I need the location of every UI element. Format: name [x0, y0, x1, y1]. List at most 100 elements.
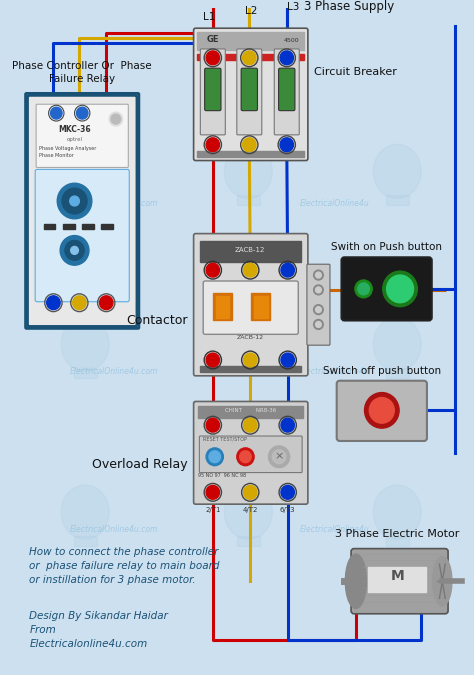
Bar [237, 195, 260, 205]
Circle shape [57, 183, 92, 219]
Circle shape [60, 236, 89, 265]
Text: Swith on Push button: Swith on Push button [331, 242, 442, 252]
Text: GE: GE [207, 35, 219, 44]
Circle shape [358, 283, 369, 295]
Text: Overload Relay: Overload Relay [92, 458, 188, 470]
Bar [386, 368, 409, 378]
Bar [213, 293, 232, 321]
Circle shape [281, 353, 294, 367]
Bar [73, 368, 97, 378]
Text: ElectricalOnline4u.com: ElectricalOnline4u.com [70, 199, 158, 208]
Text: ElectricalOnline4u: ElectricalOnline4u [300, 525, 370, 534]
FancyBboxPatch shape [36, 104, 128, 167]
FancyBboxPatch shape [205, 68, 221, 111]
Circle shape [206, 51, 219, 65]
Circle shape [243, 138, 256, 152]
Circle shape [206, 418, 219, 432]
Text: optrel: optrel [66, 137, 82, 142]
Text: 3 Phase Electric Motor: 3 Phase Electric Motor [335, 529, 459, 539]
Ellipse shape [61, 317, 109, 371]
Circle shape [109, 112, 123, 126]
FancyBboxPatch shape [237, 49, 262, 135]
Circle shape [273, 450, 286, 464]
Text: How to connect the phase controller
or  phase failure relay to main board
or ins: How to connect the phase controller or p… [29, 547, 220, 585]
Text: Phase Monitor: Phase Monitor [39, 153, 74, 157]
Bar [198, 151, 304, 157]
Circle shape [316, 272, 321, 278]
Text: ElectricalOnline4u: ElectricalOnline4u [300, 199, 370, 208]
Circle shape [240, 451, 251, 462]
Text: L1: L1 [203, 12, 216, 22]
Circle shape [73, 296, 86, 310]
Text: RESET TEST/STOP: RESET TEST/STOP [203, 437, 247, 442]
Text: ElectricalOnline4u: ElectricalOnline4u [300, 367, 370, 376]
Circle shape [281, 263, 294, 277]
Text: CHINT        NR8-36: CHINT NR8-36 [225, 408, 276, 413]
Circle shape [355, 280, 372, 298]
Text: Contactor: Contactor [127, 315, 188, 327]
Ellipse shape [61, 139, 109, 194]
Circle shape [365, 393, 399, 428]
Bar [73, 536, 97, 545]
Text: M: M [390, 569, 404, 583]
Ellipse shape [373, 317, 421, 371]
FancyBboxPatch shape [35, 169, 129, 302]
Bar [73, 190, 97, 200]
Circle shape [244, 485, 257, 500]
Circle shape [280, 138, 293, 152]
Text: 6/T3: 6/T3 [280, 507, 295, 513]
Circle shape [206, 138, 219, 152]
Ellipse shape [224, 144, 273, 198]
Text: ×: × [274, 452, 284, 462]
Text: ZACB-12: ZACB-12 [237, 335, 264, 340]
Text: ElectricalOnline4u.com: ElectricalOnline4u.com [70, 525, 158, 534]
Circle shape [209, 451, 220, 462]
Circle shape [65, 240, 84, 261]
FancyBboxPatch shape [241, 68, 257, 111]
FancyBboxPatch shape [337, 381, 427, 441]
FancyBboxPatch shape [341, 257, 432, 321]
Circle shape [316, 287, 321, 293]
Text: Switch off push button: Switch off push button [323, 366, 441, 376]
Text: MKC-36: MKC-36 [58, 125, 91, 134]
Text: 4500: 4500 [284, 38, 300, 43]
Circle shape [100, 296, 113, 310]
Circle shape [268, 446, 290, 468]
Circle shape [314, 304, 323, 315]
Bar [251, 293, 271, 321]
Circle shape [244, 353, 257, 367]
Bar [198, 54, 304, 60]
FancyBboxPatch shape [203, 281, 298, 334]
Circle shape [206, 448, 223, 466]
FancyBboxPatch shape [279, 68, 295, 111]
FancyBboxPatch shape [193, 402, 308, 504]
FancyBboxPatch shape [201, 49, 225, 135]
Circle shape [387, 275, 413, 302]
Circle shape [62, 188, 87, 214]
Circle shape [281, 485, 294, 500]
Bar [386, 536, 409, 545]
Circle shape [244, 418, 257, 432]
Circle shape [316, 321, 321, 327]
Ellipse shape [346, 554, 366, 608]
Ellipse shape [433, 556, 452, 606]
Text: Circuit Breaker: Circuit Breaker [314, 67, 397, 77]
Text: L2: L2 [245, 6, 257, 16]
Circle shape [314, 270, 323, 280]
Ellipse shape [373, 144, 421, 198]
Circle shape [314, 319, 323, 329]
Text: 95 NO 97  96 NC 98: 95 NO 97 96 NC 98 [199, 472, 246, 477]
FancyBboxPatch shape [200, 436, 302, 472]
Circle shape [369, 398, 394, 423]
Circle shape [71, 246, 78, 254]
Circle shape [51, 107, 62, 119]
Circle shape [237, 448, 254, 466]
Bar [201, 366, 301, 372]
Text: ElectricalOnline4u.com: ElectricalOnline4u.com [70, 367, 158, 376]
Circle shape [76, 107, 88, 119]
Circle shape [70, 196, 79, 206]
FancyBboxPatch shape [27, 95, 137, 327]
FancyBboxPatch shape [193, 234, 308, 376]
Circle shape [244, 263, 257, 277]
Circle shape [206, 485, 219, 500]
